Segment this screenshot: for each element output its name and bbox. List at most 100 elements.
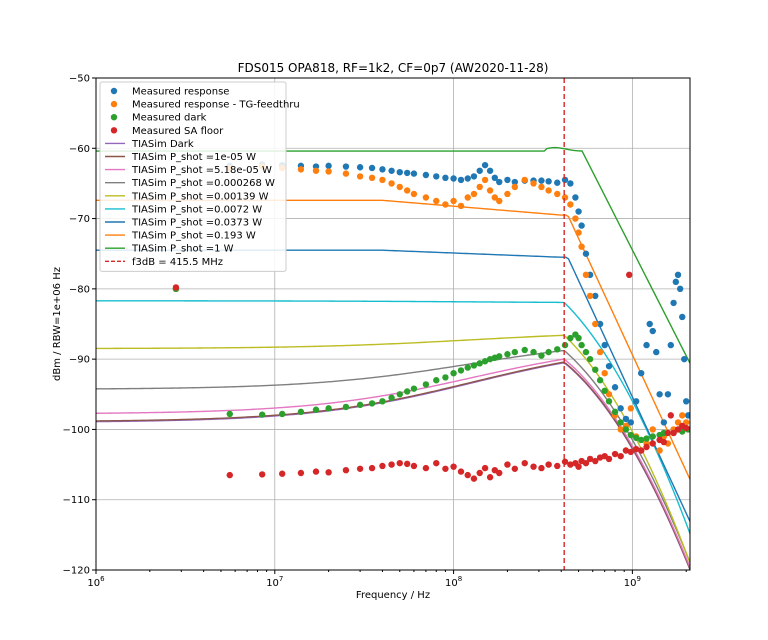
measured-point-series-1: [476, 183, 483, 191]
measured-point-series-1: [592, 320, 599, 328]
measured-point-series-2: [617, 419, 624, 426]
measured-point-series-3: [683, 424, 690, 432]
measured-point-series-2: [379, 398, 386, 405]
measured-point-series-0: [422, 171, 430, 179]
measured-point-series-3: [632, 445, 640, 453]
x-tick-label: 109: [624, 575, 641, 589]
measured-point-series-3: [667, 412, 674, 419]
y-tick-label: −110: [63, 495, 90, 506]
measured-point-series-3: [660, 438, 668, 446]
measured-point-series-1: [561, 194, 569, 201]
measured-point-series-1: [379, 176, 386, 184]
measured-point-series-1: [674, 419, 682, 426]
measured-point-series-0: [572, 194, 579, 201]
measured-point-series-2: [457, 367, 465, 374]
chart-title: FDS015 OPA818, RF=1k2, CF=0p7 (AW2020-11…: [238, 61, 549, 75]
measured-point-series-2: [476, 360, 483, 367]
measured-point-series-1: [679, 412, 686, 419]
measured-point-series-0: [674, 271, 682, 278]
measured-point-series-2: [481, 358, 489, 365]
measured-point-series-1: [545, 187, 552, 194]
measured-point-series-0: [649, 327, 656, 335]
measured-point-series-0: [575, 208, 582, 215]
measured-point-series-1: [596, 348, 604, 356]
measured-point-series-2: [312, 406, 320, 413]
measured-point-series-0: [464, 175, 471, 182]
measured-point-series-3: [561, 458, 569, 465]
x-tick-exponent: 9: [637, 575, 641, 583]
measured-point-series-3: [530, 463, 537, 470]
legend-label: TIASim P_shot =0.000268 W: [131, 178, 275, 189]
measured-point-series-3: [403, 460, 411, 468]
measured-point-series-0: [684, 412, 690, 419]
measured-point-series-2: [538, 352, 545, 359]
measured-point-series-1: [496, 197, 503, 205]
measured-point-series-1: [491, 194, 498, 201]
legend-label: TIASim P_shot =0.0072 W: [131, 204, 262, 215]
measured-point-series-0: [681, 355, 688, 363]
measured-point-series-2: [279, 410, 286, 418]
legend: Measured response Measured response - TG-…: [99, 81, 300, 272]
measured-point-series-2: [530, 348, 537, 356]
measured-point-series-3: [279, 470, 286, 477]
measured-point-series-3: [325, 469, 332, 476]
x-tick-base: 10: [266, 578, 279, 589]
measured-point-series-3: [297, 469, 305, 477]
measured-point-series-2: [649, 433, 656, 440]
measured-point-series-0: [646, 320, 653, 328]
y-tick-label: −70: [69, 214, 90, 225]
measured-point-series-3: [470, 475, 478, 482]
measured-point-series-1: [457, 202, 465, 210]
measured-point-series-0: [561, 176, 569, 184]
measured-point-series-3: [442, 465, 449, 472]
measured-points: [172, 161, 690, 482]
legend-label: f3dB = 415.5 MHz: [132, 257, 223, 268]
measured-point-series-0: [637, 370, 645, 377]
measured-point-series-0: [545, 178, 552, 185]
measured-point-series-2: [586, 355, 594, 363]
measured-point-series-1: [554, 190, 561, 198]
legend-label: TIASim P_shot =5.18e-05 W: [131, 165, 272, 176]
x-tick-exponent: 7: [279, 575, 283, 583]
x-tick-label: 106: [87, 575, 105, 589]
measured-point-series-0: [676, 285, 684, 293]
measured-point-series-3: [511, 465, 519, 472]
measured-point-series-2: [611, 408, 619, 416]
measured-point-series-2: [356, 401, 364, 409]
measured-point-series-3: [368, 464, 376, 472]
measured-point-series-2: [442, 374, 449, 381]
legend-label: Measured response - TG-feedthru: [132, 100, 300, 111]
measured-point-series-3: [504, 461, 511, 468]
measured-point-series-3: [379, 462, 386, 470]
measured-point-series-3: [622, 447, 630, 454]
x-tick-exponent: 8: [458, 575, 462, 583]
measured-point-series-0: [632, 398, 640, 405]
measured-point-series-0: [578, 222, 585, 229]
legend-marker: [110, 127, 118, 134]
measured-point-series-1: [586, 292, 594, 300]
measured-point-series-2: [388, 394, 395, 401]
measured-point-series-1: [388, 180, 395, 187]
legend-marker: [110, 100, 118, 108]
measured-point-series-1: [481, 176, 489, 184]
measured-point-series-3: [637, 447, 645, 454]
measured-point-series-0: [622, 415, 630, 423]
model-line-4: [96, 334, 690, 564]
measured-point-series-0: [670, 299, 677, 307]
legend-label: Measured response: [132, 87, 229, 98]
measured-point-series-1: [297, 166, 305, 173]
x-tick-exponent: 6: [100, 575, 105, 583]
measured-point-series-2: [643, 435, 650, 442]
measured-point-series-0: [554, 179, 561, 186]
measured-point-series-1: [433, 197, 440, 205]
measured-point-series-3: [605, 455, 613, 463]
measured-point-series-2: [582, 348, 590, 356]
measured-point-series-2: [578, 341, 585, 349]
measured-point-series-0: [325, 162, 332, 170]
measured-point-series-2: [605, 398, 613, 405]
measured-point-series-2: [627, 431, 635, 439]
legend-marker: [110, 114, 118, 121]
legend-label: Measured dark: [132, 113, 207, 124]
measured-point-series-3: [627, 448, 635, 456]
